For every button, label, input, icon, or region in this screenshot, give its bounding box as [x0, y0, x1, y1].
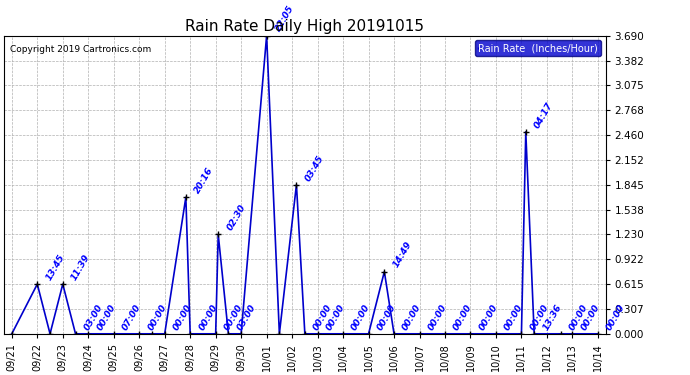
Text: 00:00: 00:00: [580, 302, 602, 332]
Text: 00:00: 00:00: [375, 302, 397, 332]
Legend: Rain Rate  (Inches/Hour): Rain Rate (Inches/Hour): [475, 40, 601, 56]
Text: 00:00: 00:00: [197, 302, 219, 332]
Text: 03:00: 03:00: [83, 302, 105, 332]
Text: 04:17: 04:17: [533, 100, 555, 130]
Text: 00:00: 00:00: [503, 302, 525, 332]
Text: 13:36: 13:36: [541, 302, 563, 332]
Text: 00:00: 00:00: [605, 302, 627, 332]
Text: 00:00: 00:00: [568, 302, 590, 332]
Text: 03:45: 03:45: [304, 153, 326, 183]
Text: 00:00: 00:00: [324, 302, 346, 332]
Text: 00:00: 00:00: [223, 302, 245, 332]
Text: 00:00: 00:00: [312, 302, 334, 332]
Text: 07:00: 07:00: [121, 302, 143, 332]
Text: 00:00: 00:00: [350, 302, 372, 332]
Text: 00:00: 00:00: [452, 302, 474, 332]
Text: Copyright 2019 Cartronics.com: Copyright 2019 Cartronics.com: [10, 45, 151, 54]
Text: 02:30: 02:30: [225, 203, 247, 232]
Title: Rain Rate Daily High 20191015: Rain Rate Daily High 20191015: [186, 20, 424, 34]
Text: 00:00: 00:00: [146, 302, 168, 332]
Text: 00:00: 00:00: [477, 302, 500, 332]
Text: 00:00: 00:00: [172, 302, 194, 332]
Text: 03:00: 03:00: [235, 302, 257, 332]
Text: 13:45: 13:45: [44, 253, 66, 282]
Text: 00:00: 00:00: [426, 302, 449, 332]
Text: 20:16: 20:16: [193, 166, 215, 195]
Text: 00:00: 00:00: [401, 302, 423, 332]
Text: 00:00: 00:00: [95, 302, 117, 332]
Text: 22:05: 22:05: [273, 4, 296, 33]
Text: 11:39: 11:39: [70, 253, 92, 282]
Text: 00:00: 00:00: [529, 302, 551, 332]
Text: 14:49: 14:49: [391, 240, 413, 270]
